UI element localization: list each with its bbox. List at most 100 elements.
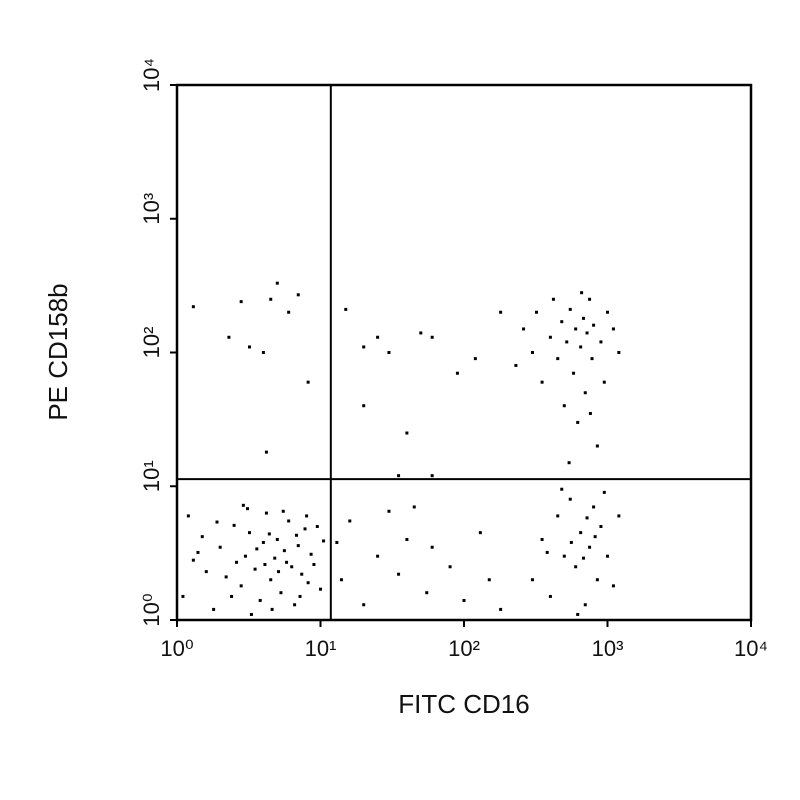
- point: [585, 516, 589, 520]
- point: [556, 514, 560, 518]
- point: [344, 307, 348, 311]
- point: [255, 547, 259, 551]
- point: [611, 327, 615, 331]
- point: [583, 391, 587, 395]
- point: [588, 297, 592, 301]
- point: [269, 297, 273, 301]
- point: [487, 578, 491, 582]
- point: [574, 327, 578, 331]
- point: [204, 570, 208, 574]
- y-tick-label: 10¹: [139, 460, 164, 492]
- point: [312, 562, 316, 566]
- point: [588, 545, 592, 549]
- point: [293, 603, 297, 607]
- point: [264, 450, 268, 454]
- point: [212, 607, 216, 611]
- point: [306, 581, 310, 585]
- point: [405, 431, 409, 435]
- plot-frame: [175, 83, 753, 622]
- point: [294, 533, 298, 537]
- y-tick-label: 10⁰: [139, 593, 164, 626]
- x-tick-label: 10¹: [305, 636, 337, 661]
- point: [296, 544, 300, 548]
- point: [230, 594, 234, 598]
- point: [267, 532, 271, 536]
- x-axis-label: FITC CD16: [398, 689, 529, 719]
- point: [362, 603, 366, 607]
- point: [258, 598, 262, 602]
- point: [560, 320, 564, 324]
- point: [602, 380, 606, 384]
- point: [191, 558, 195, 562]
- point: [592, 323, 596, 327]
- point: [499, 607, 503, 611]
- x-tick-label: 10³: [592, 636, 624, 661]
- point: [583, 603, 587, 607]
- point: [499, 310, 503, 314]
- point: [568, 307, 572, 311]
- point: [249, 612, 253, 616]
- point: [300, 572, 304, 576]
- point: [595, 444, 599, 448]
- point: [309, 552, 313, 556]
- point: [282, 549, 286, 553]
- point: [362, 345, 366, 349]
- point: [279, 591, 283, 595]
- point: [319, 587, 322, 591]
- point: [569, 540, 573, 544]
- point: [568, 497, 572, 501]
- point: [275, 281, 279, 285]
- point: [606, 554, 609, 558]
- point: [218, 545, 222, 549]
- point: [576, 612, 580, 616]
- point: [545, 550, 549, 554]
- point: [602, 490, 606, 494]
- point: [551, 297, 555, 301]
- point: [290, 565, 294, 569]
- point: [339, 578, 343, 582]
- point: [296, 293, 300, 297]
- point: [270, 607, 274, 611]
- point: [387, 509, 391, 513]
- y-tick-label: 10²: [139, 327, 164, 359]
- x-tick-label: 10⁴: [734, 636, 768, 661]
- point: [412, 505, 416, 509]
- point: [430, 545, 434, 549]
- point: [348, 519, 352, 523]
- point: [585, 331, 589, 335]
- point: [430, 335, 434, 339]
- point: [191, 305, 195, 309]
- point: [322, 539, 326, 543]
- point: [287, 310, 291, 314]
- point: [263, 562, 267, 566]
- point: [303, 527, 307, 531]
- point: [430, 474, 434, 478]
- point: [580, 291, 584, 295]
- point: [246, 507, 250, 511]
- point: [611, 584, 615, 588]
- point: [534, 310, 538, 314]
- point: [572, 371, 576, 375]
- point: [247, 345, 251, 349]
- point: [186, 514, 190, 518]
- point: [588, 411, 592, 415]
- point: [522, 327, 526, 331]
- point: [315, 525, 319, 529]
- x-tick-label: 10⁰: [160, 636, 193, 661]
- point: [455, 371, 459, 375]
- point: [579, 531, 583, 535]
- point: [261, 540, 265, 544]
- y-tick-label: 10⁴: [139, 58, 164, 92]
- point: [606, 310, 609, 314]
- point: [617, 514, 621, 518]
- point: [530, 578, 534, 582]
- point: [530, 351, 534, 354]
- point: [548, 335, 552, 339]
- point: [243, 554, 247, 558]
- point: [239, 584, 243, 588]
- point: [227, 335, 231, 339]
- point: [397, 572, 401, 576]
- point: [335, 540, 339, 544]
